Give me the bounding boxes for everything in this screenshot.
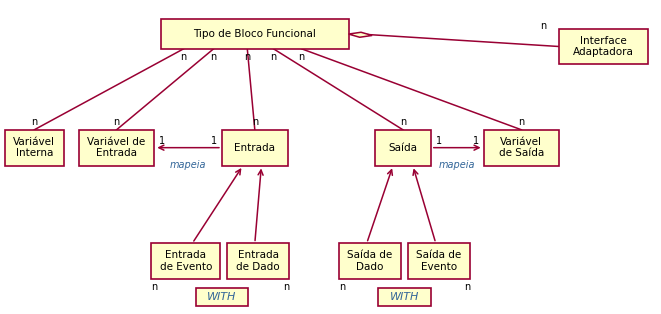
FancyBboxPatch shape — [151, 243, 220, 279]
FancyBboxPatch shape — [5, 130, 64, 165]
Text: Interface
Adaptadora: Interface Adaptadora — [573, 36, 634, 57]
FancyBboxPatch shape — [559, 29, 648, 64]
Text: n: n — [151, 282, 157, 292]
Text: n: n — [539, 20, 546, 30]
Text: n: n — [180, 51, 186, 62]
Text: Saída: Saída — [389, 143, 417, 153]
Text: n: n — [210, 51, 217, 62]
FancyBboxPatch shape — [161, 19, 348, 49]
FancyBboxPatch shape — [227, 243, 290, 279]
Text: 1: 1 — [436, 137, 442, 146]
Text: 1: 1 — [473, 137, 479, 146]
Text: Entrada: Entrada — [234, 143, 275, 153]
FancyBboxPatch shape — [484, 130, 559, 165]
Text: Saída de
Dado: Saída de Dado — [348, 251, 393, 272]
FancyBboxPatch shape — [338, 243, 401, 279]
FancyBboxPatch shape — [375, 130, 431, 165]
Text: WITH: WITH — [207, 292, 237, 302]
Text: n: n — [339, 282, 345, 292]
Text: WITH: WITH — [389, 292, 419, 302]
FancyBboxPatch shape — [79, 130, 155, 165]
Text: mapeia: mapeia — [439, 160, 475, 170]
Text: n: n — [270, 51, 277, 62]
Text: n: n — [464, 282, 470, 292]
FancyBboxPatch shape — [222, 130, 288, 165]
Text: n: n — [283, 282, 290, 292]
Text: Entrada
de Evento: Entrada de Evento — [159, 251, 212, 272]
FancyBboxPatch shape — [196, 288, 249, 306]
Text: Variável
de Saída: Variável de Saída — [499, 137, 544, 159]
Text: n: n — [400, 117, 406, 127]
FancyBboxPatch shape — [378, 288, 430, 306]
Text: 1: 1 — [211, 137, 217, 146]
Text: n: n — [252, 117, 258, 127]
Text: n: n — [244, 51, 251, 62]
Text: n: n — [31, 117, 38, 127]
Text: Variável de
Entrada: Variável de Entrada — [87, 137, 145, 159]
FancyBboxPatch shape — [408, 243, 471, 279]
Text: Entrada
de Dado: Entrada de Dado — [236, 251, 280, 272]
Text: Saída de
Evento: Saída de Evento — [416, 251, 462, 272]
Text: 1: 1 — [159, 137, 165, 146]
Text: Variável
Interna: Variável Interna — [13, 137, 56, 159]
Text: Tipo de Bloco Funcional: Tipo de Bloco Funcional — [194, 29, 316, 39]
Text: n: n — [114, 117, 120, 127]
Text: n: n — [518, 117, 525, 127]
Text: mapeia: mapeia — [170, 160, 206, 170]
Text: n: n — [299, 51, 305, 62]
Polygon shape — [348, 32, 372, 37]
